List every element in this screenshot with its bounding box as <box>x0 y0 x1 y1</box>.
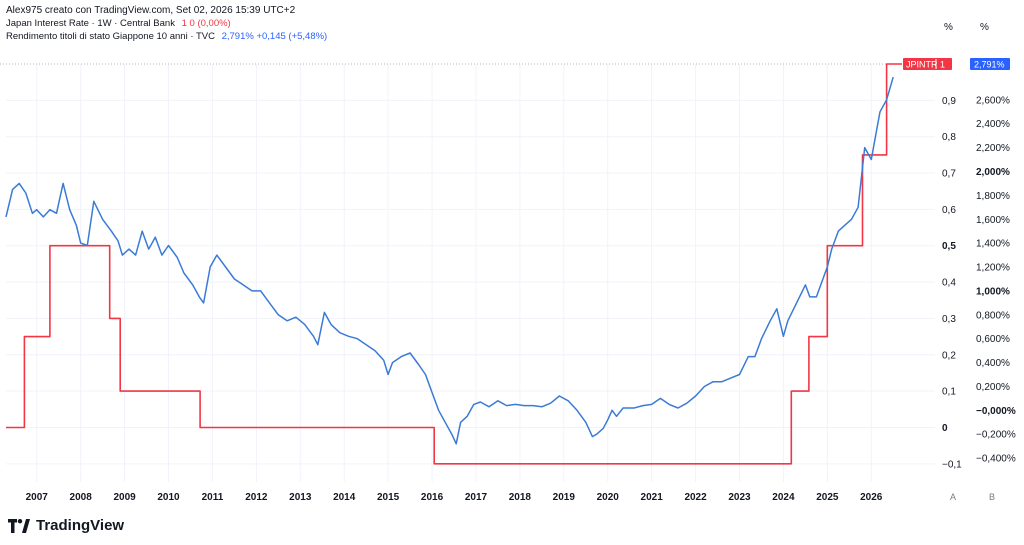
x-tick-label: 2009 <box>113 492 136 503</box>
left-scale-unit: % <box>944 22 953 33</box>
left-scale-button: A <box>950 492 956 502</box>
x-tick-label: 2021 <box>641 492 664 503</box>
x-tick-label: 2018 <box>509 492 532 503</box>
rate-axis-tick: 0,2 <box>942 350 956 361</box>
rate-axis-tick: 0,3 <box>942 314 956 325</box>
rate-badge-name: JPINTR <box>906 60 938 70</box>
yield-axis-tick: 2,000% <box>976 167 1010 178</box>
x-tick-label: 2012 <box>245 492 268 503</box>
x-tick-label: 2020 <box>597 492 620 503</box>
rate-axis-tick: −0,1 <box>942 459 962 470</box>
legend-rate[interactable]: Japan Interest Rate · 1W · Central Bank … <box>6 17 327 30</box>
rate-axis-tick: 0,5 <box>942 241 956 252</box>
rate-axis-tick: 0,8 <box>942 132 956 143</box>
x-tick-label: 2016 <box>421 492 444 503</box>
yield-badge-value: 2,791% <box>974 60 1005 70</box>
brand-name: TradingView <box>36 517 125 534</box>
right-scale-button: B <box>989 492 995 502</box>
x-tick-label: 2014 <box>333 492 356 503</box>
yield-axis-tick: 1,600% <box>976 215 1010 226</box>
rate-axis-tick: 0,9 <box>942 96 956 107</box>
yield-axis-tick: −0,400% <box>976 454 1016 465</box>
yield-axis-tick: 2,600% <box>976 95 1010 106</box>
legend-yield[interactable]: Rendimento titoli di stato Giappone 10 a… <box>6 30 327 43</box>
yield-axis-tick: 1,400% <box>976 239 1010 250</box>
x-tick-label: 2008 <box>70 492 93 503</box>
yield-badge <box>970 58 1010 70</box>
x-tick-label: 2015 <box>377 492 400 503</box>
right-scale-unit: % <box>980 22 989 33</box>
rate-axis-tick: 0,4 <box>942 278 956 289</box>
series-line-rate[interactable] <box>6 63 902 465</box>
yield-axis-tick: 0,800% <box>976 310 1010 321</box>
x-tick-label: 2022 <box>684 492 707 503</box>
rate-badge <box>903 58 952 70</box>
yield-axis-tick: 2,400% <box>976 119 1010 130</box>
rate-axis-tick: 0,6 <box>942 205 956 216</box>
tradingview-logo-icon <box>8 518 30 533</box>
chart-header: Alex975 creato con TradingView.com, Set … <box>6 4 327 43</box>
x-tick-label: 2025 <box>816 492 839 503</box>
x-tick-label: 2026 <box>860 492 883 503</box>
yield-axis-tick: −0,000% <box>976 406 1016 417</box>
rate-axis-tick: 0 <box>942 423 948 434</box>
rate-axis-tick: 0,1 <box>942 387 956 398</box>
x-tick-label: 2017 <box>465 492 488 503</box>
x-tick-label: 2010 <box>157 492 180 503</box>
legend-rate-value: 1 0 (0,00%) <box>181 18 231 29</box>
x-tick-label: 2007 <box>26 492 49 503</box>
yield-axis-tick: 1,000% <box>976 286 1010 297</box>
legend-yield-label: Rendimento titoli di stato Giappone 10 a… <box>6 31 215 42</box>
yield-axis-tick: 1,200% <box>976 263 1010 274</box>
yield-axis-tick: 0,600% <box>976 334 1010 345</box>
x-tick-label: 2019 <box>553 492 576 503</box>
legend-rate-label: Japan Interest Rate · 1W · Central Bank <box>6 18 175 29</box>
yield-axis-tick: 0,200% <box>976 382 1010 393</box>
x-tick-label: 2024 <box>772 492 795 503</box>
yield-axis-tick: 1,800% <box>976 191 1010 202</box>
legend-yield-value: 2,791% +0,145 (+5,48%) <box>221 31 328 42</box>
tradingview-logo: TradingView <box>8 517 124 534</box>
x-tick-label: 2023 <box>728 492 751 503</box>
series-line-yield[interactable] <box>5 76 894 445</box>
rate-axis-tick: 0,7 <box>942 169 956 180</box>
yield-axis-tick: −0,200% <box>976 430 1016 441</box>
x-tick-label: 2011 <box>202 492 224 503</box>
x-tick-label: 2013 <box>289 492 312 503</box>
rate-badge-value: 1 <box>940 60 945 70</box>
chart-title: Alex975 creato con TradingView.com, Set … <box>6 5 296 16</box>
yield-axis-tick: 0,400% <box>976 358 1010 369</box>
yield-axis-tick: 2,200% <box>976 143 1010 154</box>
